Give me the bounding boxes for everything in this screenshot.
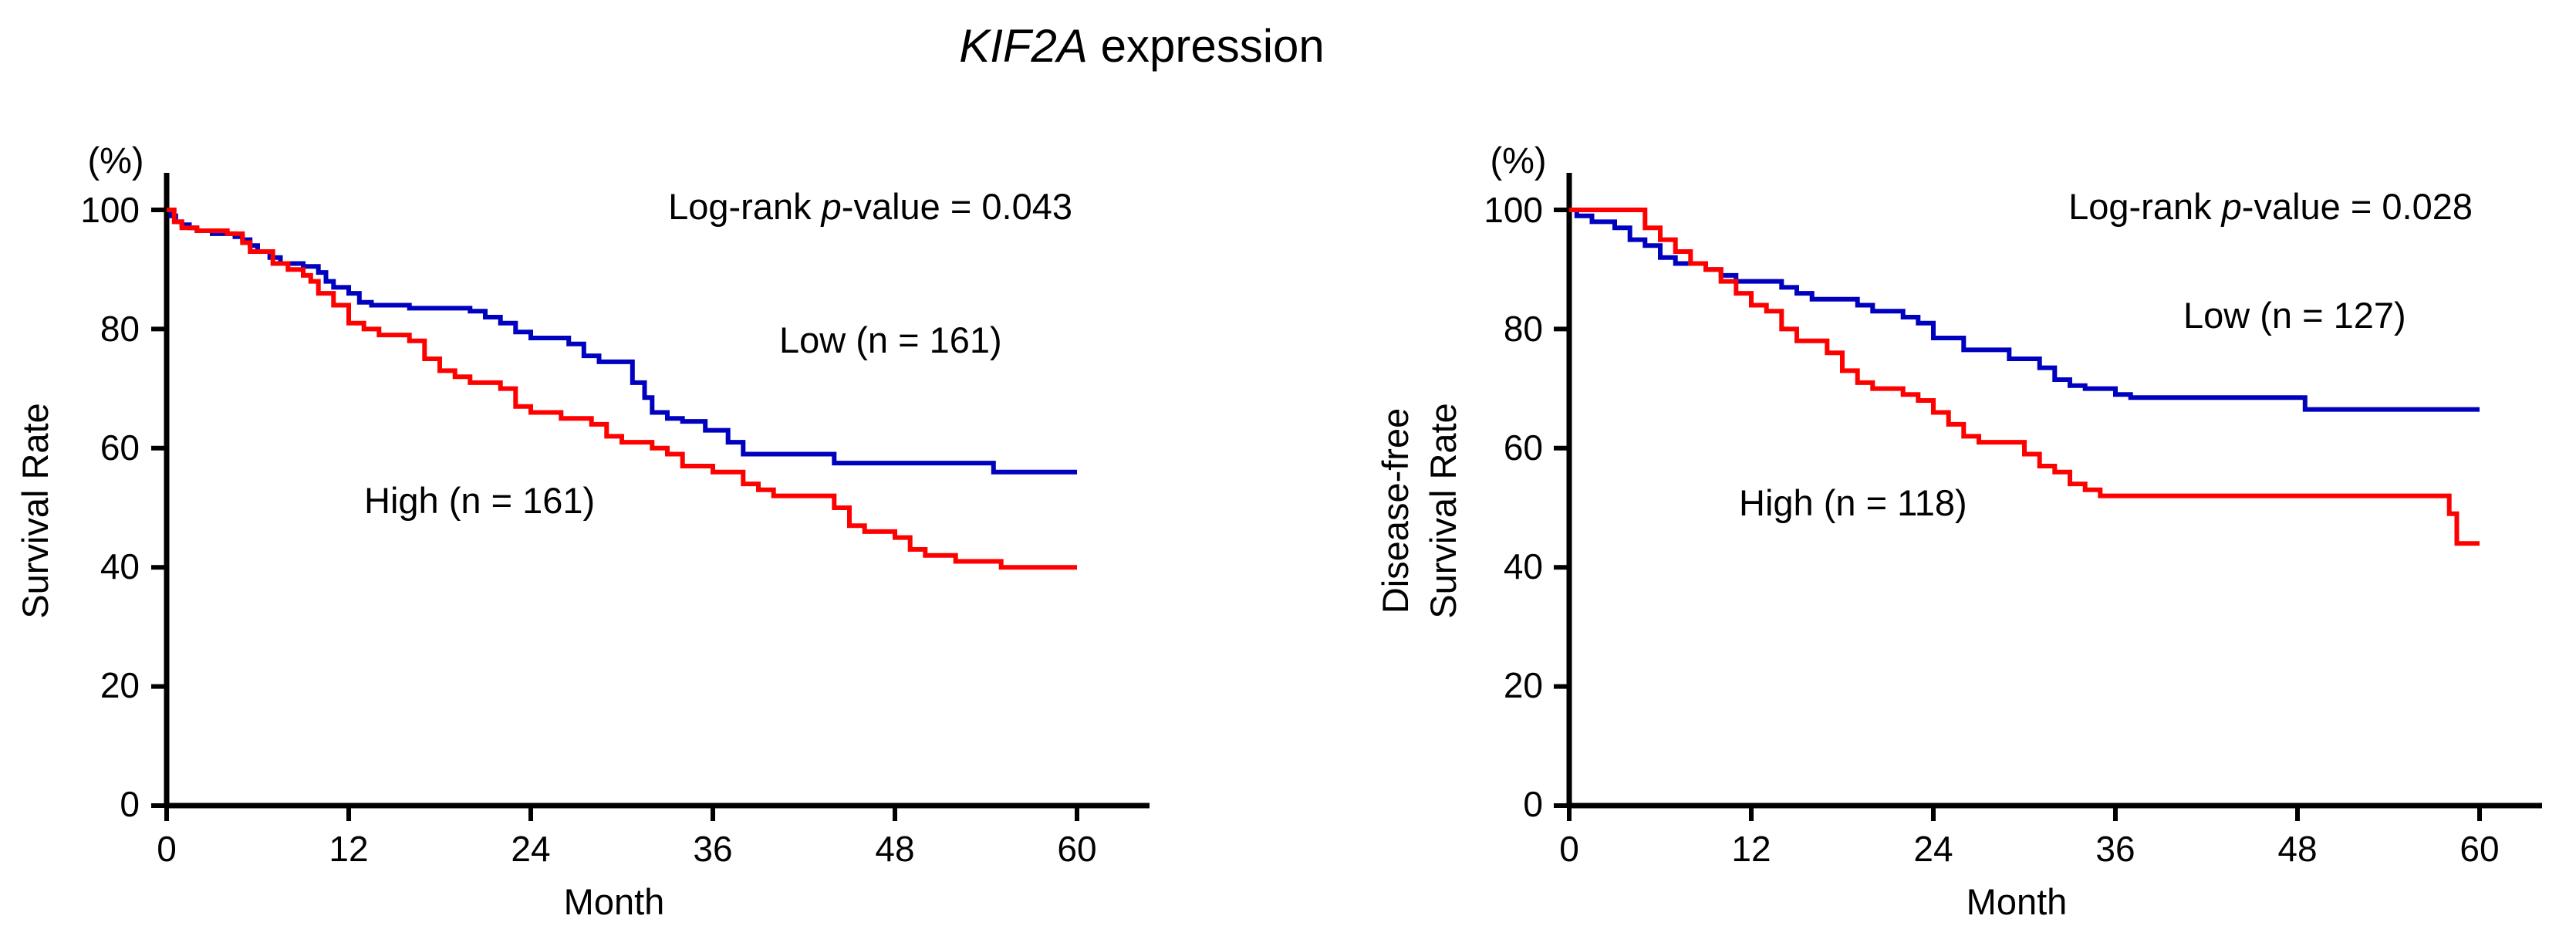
legend-low: Low (n = 161) (779, 319, 1002, 360)
x-tick-label: 48 (875, 829, 914, 869)
axes (1554, 173, 2542, 821)
y-axis-label: Disease-free Survival Rate (1375, 403, 1464, 619)
x-tick-labels: 0 12 24 36 48 60 (157, 829, 1096, 869)
y-axis-label-line1: Disease-free (1375, 408, 1416, 613)
y-unit-label: (%) (87, 140, 143, 181)
y-tick-label: 100 (80, 190, 140, 230)
x-tick-label: 36 (2095, 829, 2135, 869)
y-tick-label: 80 (1504, 309, 1543, 349)
legend-high: High (n = 161) (364, 480, 595, 521)
y-tick-label: 20 (100, 665, 140, 705)
x-tick-label: 24 (511, 829, 550, 869)
y-tick-label: 0 (1523, 784, 1543, 824)
logrank-stat: Log-rank p-value = 0.028 (2068, 186, 2473, 227)
y-tick-label: 100 (1484, 190, 1543, 230)
axes (151, 173, 1150, 821)
survival-curves (1569, 208, 2480, 546)
x-tick-label: 0 (1559, 829, 1579, 869)
x-tick-label: 36 (693, 829, 732, 869)
chart-panel-disease-free: (%) Disease-free Survival Rate Month Log… (1375, 140, 2542, 922)
x-tick-label: 24 (1913, 829, 1953, 869)
x-axis-label: Month (564, 881, 665, 922)
x-tick-label: 12 (329, 829, 368, 869)
legend-high: High (n = 118) (1739, 482, 1967, 523)
y-tick-label: 80 (100, 309, 140, 349)
logrank-stat: Log-rank p-value = 0.043 (668, 186, 1072, 227)
y-tick-labels: 0 20 40 60 80 100 (80, 190, 140, 824)
logrank-suffix: -value = 0.028 (2242, 186, 2473, 227)
legend-low: Low (n = 127) (2183, 295, 2406, 336)
x-tick-label: 48 (2277, 829, 2317, 869)
x-tick-label: 0 (157, 829, 177, 869)
y-unit-label: (%) (1490, 140, 1546, 181)
curve-high (167, 208, 1077, 570)
logrank-prefix: Log-rank (2068, 186, 2222, 227)
logrank-p: p (2220, 186, 2242, 227)
y-tick-labels: 0 20 40 60 80 100 (1484, 190, 1543, 824)
x-tick-labels: 0 12 24 36 48 60 (1559, 829, 2499, 869)
x-axis-label: Month (1967, 881, 2068, 922)
chart-panel-overall-survival: (%) Survival Rate Month Log-rank p-value… (15, 140, 1150, 922)
figure-title: KIF2A expression (959, 20, 1325, 72)
x-tick-label: 12 (1731, 829, 1771, 869)
logrank-p: p (820, 186, 842, 227)
y-tick-label: 20 (1504, 665, 1543, 705)
x-tick-label: 60 (1057, 829, 1096, 869)
y-axis-label-line2: Survival Rate (1423, 403, 1464, 619)
y-tick-label: 40 (100, 546, 140, 586)
survival-curves (167, 208, 1077, 570)
curve-low (1569, 208, 2480, 412)
logrank-prefix: Log-rank (668, 186, 822, 227)
logrank-suffix: -value = 0.043 (842, 186, 1072, 227)
y-tick-label: 40 (1504, 546, 1543, 586)
figure-title-rest: expression (1088, 20, 1325, 72)
y-axis-label: Survival Rate (15, 403, 56, 619)
y-tick-label: 60 (100, 427, 140, 468)
x-tick-label: 60 (2460, 829, 2499, 869)
curve-high (1569, 208, 2480, 546)
figure-title-gene: KIF2A (959, 20, 1088, 72)
y-tick-label: 0 (120, 784, 140, 824)
y-tick-label: 60 (1504, 427, 1543, 468)
